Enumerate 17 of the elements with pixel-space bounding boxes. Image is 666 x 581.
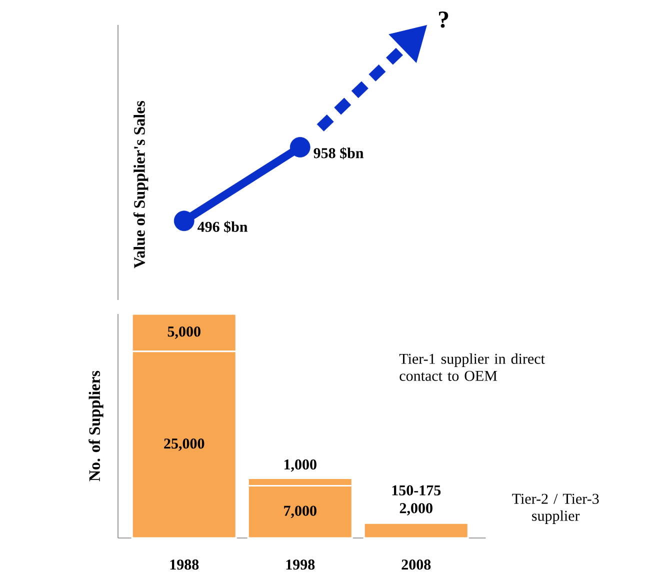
bar <box>363 522 469 539</box>
x-tick-label: 1998 <box>286 560 315 570</box>
y-axis-title: Value of Supplier's Sales <box>133 100 148 268</box>
data-label: 1,000 <box>284 459 316 472</box>
data-label: 496 $bn <box>198 220 248 233</box>
text: ? <box>439 12 448 28</box>
data-label: 150-175 <box>392 485 441 496</box>
x-tick-label: 2008 <box>402 560 431 570</box>
data-label: 7,000 <box>284 506 316 518</box>
data-label: 958 $bn <box>314 147 364 160</box>
y-axis-title: No. of Suppliers <box>88 370 104 482</box>
data-label: 5,000 <box>168 326 200 339</box>
data-label: 25,000 <box>164 438 204 451</box>
text: Tier-2 / Tier-3 supplier <box>512 494 599 524</box>
data-label: 2,000 <box>400 503 432 516</box>
annotation: Tier-1 supplier in direct contact to OEM <box>399 353 545 381</box>
x-tick-label: 1988 <box>170 560 199 570</box>
